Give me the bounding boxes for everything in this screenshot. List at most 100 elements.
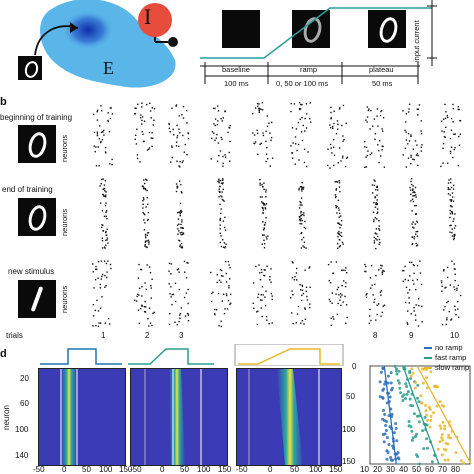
input-current-label: input current [412,20,421,62]
xtick-slow-150: 150 [329,465,343,474]
spike-mark [376,313,378,316]
spike-mark [143,213,145,215]
scatter-trend-line [383,365,397,465]
spike-mark [265,160,267,163]
spike-mark [261,271,263,274]
spike-mark [369,308,371,311]
spike-mark [229,278,231,280]
spike-mark [366,293,368,295]
spike-mark [373,201,375,204]
spike-mark [178,165,180,167]
spike-mark [377,144,379,146]
xtick-fast-50: 50 [180,465,189,474]
spike-mark [376,203,378,205]
spike-mark [300,202,302,204]
spike-mark [298,219,301,221]
scatter-point [407,420,411,423]
spike-mark [255,265,257,268]
spike-mark [141,295,143,297]
spike-mark [450,181,452,184]
spike-mark [451,235,454,237]
spike-mark [142,197,145,199]
spike-mark [301,188,303,190]
spike-mark [301,190,303,192]
ytick-100: 100 [15,425,29,434]
spike-mark [150,137,152,139]
spike-mark [144,241,147,243]
scatter-point [411,404,415,408]
scatter-point [385,436,389,440]
spike-mark [443,131,445,133]
spike-mark [366,154,369,157]
spike-mark [141,123,143,125]
spike-mark [309,117,311,120]
spike-mark [453,148,455,151]
spike-mark [445,111,447,113]
spike-mark [168,123,170,126]
spike-mark [211,137,213,140]
spike-mark [420,283,423,286]
spike-mark [299,204,301,206]
spike-mark [412,191,414,194]
spike-mark [104,247,106,249]
spike-mark [444,136,446,138]
spike-mark [380,110,382,113]
spike-mark [170,263,173,265]
spike-mark [271,322,273,324]
spike-mark [97,146,99,148]
spike-mark [94,279,97,281]
scatter-point [422,447,426,451]
spike-mark [366,121,368,123]
scatter-point [395,439,399,443]
spike-mark [187,262,189,264]
spike-mark [444,117,447,119]
spike-mark [446,301,448,304]
spike-mark [146,234,148,237]
spike-mark [217,180,219,182]
spike-mark [410,134,412,136]
spike-mark [304,269,306,271]
spike-mark [297,143,300,146]
spike-mark [338,294,340,296]
spike-mark [95,268,97,270]
spike-mark [364,263,366,266]
spike-mark [266,125,269,127]
spike-mark [460,294,462,297]
spike-mark [380,155,382,157]
spike-mark [136,293,139,295]
spike-mark [375,228,378,230]
spike-mark [253,307,255,309]
spike-mark [139,117,142,119]
spike-mark [269,276,271,278]
spike-mark [456,287,458,289]
spike-mark [178,115,180,117]
spike-mark [104,180,107,182]
spike-mark [379,114,382,117]
spike-mark [419,272,422,274]
scatter-point [390,412,394,416]
scatter-trend-line [416,365,472,465]
spike-mark [341,235,343,238]
spike-mark [415,319,417,321]
scatter-xtick-20: 20 [373,465,382,474]
spike-mark [301,103,303,106]
spike-mark [264,222,267,224]
spike-mark [412,221,414,223]
scatter-point [397,369,401,373]
spike-mark [414,140,417,142]
scatter-point [379,370,383,374]
spike-mark [217,120,219,122]
baseline-stimulus [222,10,260,48]
phase-plateau-name: plateau [369,65,394,74]
spike-mark [224,247,226,249]
heatmap-slow-ramp [236,368,342,466]
spike-mark [336,205,338,208]
spike-mark [368,322,370,324]
spike-mark [181,233,183,236]
spike-mark [104,195,106,197]
spike-mark [227,300,230,302]
spike-mark [378,269,380,271]
spike-mark [300,289,302,291]
spike-mark [337,232,339,234]
spike-mark [220,235,222,237]
